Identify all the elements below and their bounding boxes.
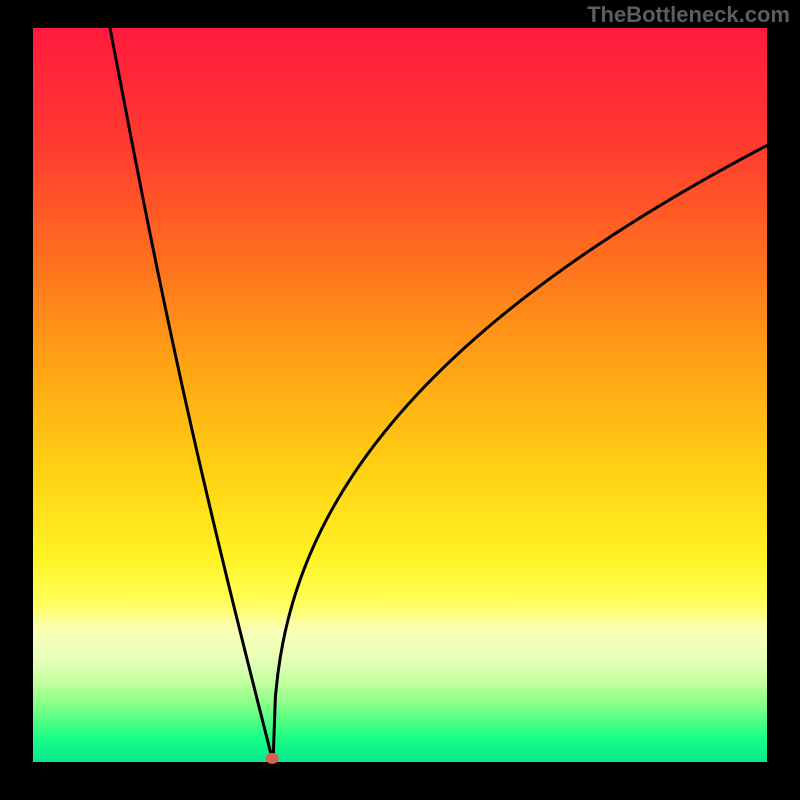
minimum-marker — [266, 753, 279, 764]
plot-area — [33, 28, 767, 762]
watermark: TheBottleneck.com — [587, 2, 790, 28]
bottleneck-chart — [0, 0, 800, 800]
